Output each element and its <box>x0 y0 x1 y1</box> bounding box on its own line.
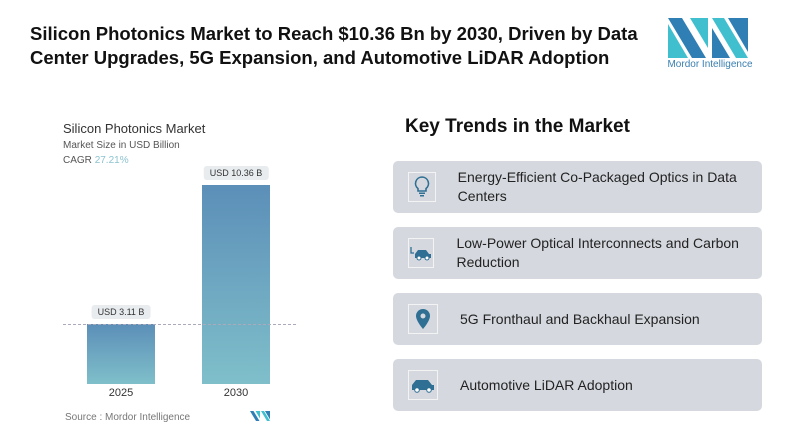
source-logo <box>250 411 270 421</box>
trend-card: Low-Power Optical Interconnects and Carb… <box>393 227 762 279</box>
x-tick-label: 2025 <box>108 387 134 399</box>
chart-source: Source : Mordor Intelligence <box>65 412 191 423</box>
x-tick-label: 2030 <box>223 387 249 399</box>
location-pin-icon <box>408 304 438 334</box>
trend-text: Automotive LiDAR Adoption <box>460 376 633 393</box>
trends-heading: Key Trends in the Market <box>405 116 630 137</box>
mordor-logo <box>668 18 748 58</box>
trend-card: Energy-Efficient Co-Packaged Optics in D… <box>393 161 762 213</box>
page-title: Silicon Photonics Market to Reach $10.36… <box>30 23 638 68</box>
reference-line <box>63 324 296 326</box>
chart-subtitle: Market Size in USD Billion <box>63 140 180 151</box>
car-icon <box>408 370 438 400</box>
logo-text: Mordor Intelligence <box>667 59 753 70</box>
trend-card: 5G Fronthaul and Backhaul Expansion <box>393 293 762 345</box>
cagr-label: CAGR <box>63 155 92 166</box>
trend-text: 5G Fronthaul and Backhaul Expansion <box>460 310 700 327</box>
trend-text: Energy-Efficient Co-Packaged Optics in D… <box>457 169 737 204</box>
cagr-value: 27.21% <box>94 155 129 166</box>
data-label: USD 10.36 B <box>203 166 269 181</box>
trend-text: Low-Power Optical Interconnects and Carb… <box>456 235 739 270</box>
chart-title: Silicon Photonics Market <box>63 121 206 136</box>
trend-card: Automotive LiDAR Adoption <box>393 359 762 411</box>
bar-2030 <box>202 185 270 384</box>
lightbulb-icon <box>408 172 436 202</box>
data-label: USD 3.11 B <box>91 305 151 320</box>
cagr: CAGR 27.21% <box>63 155 129 166</box>
bar-2025 <box>87 324 155 384</box>
electric-car-icon <box>408 238 435 268</box>
